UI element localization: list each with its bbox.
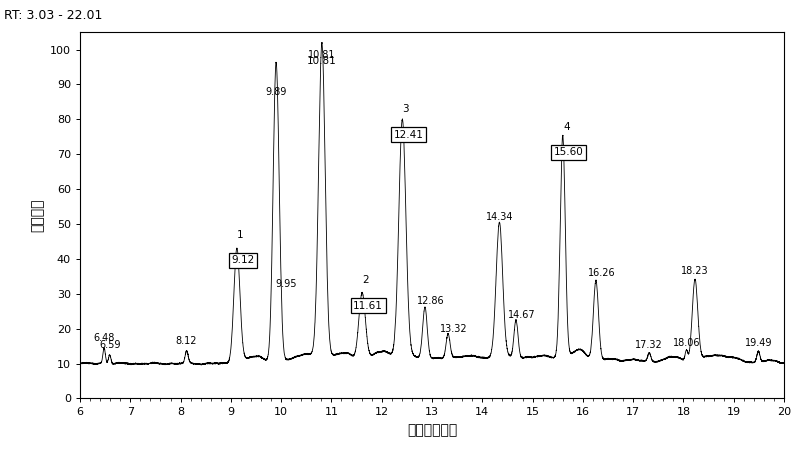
Text: 3: 3 <box>402 104 409 114</box>
Text: 15.60: 15.60 <box>554 147 584 157</box>
Text: 1: 1 <box>237 229 244 240</box>
Text: 13.32: 13.32 <box>440 324 468 334</box>
Text: 6.48: 6.48 <box>94 333 115 343</box>
Text: 9.89: 9.89 <box>265 87 286 97</box>
Text: 17.32: 17.32 <box>635 339 663 349</box>
Text: 12.41: 12.41 <box>394 130 423 140</box>
Text: 14.34: 14.34 <box>486 212 513 222</box>
Text: 16.26: 16.26 <box>588 268 616 278</box>
Y-axis label: 相对丰度: 相对丰度 <box>30 198 45 232</box>
Text: 18.23: 18.23 <box>681 266 709 276</box>
Text: 19.49: 19.49 <box>745 338 772 348</box>
Text: 6.59: 6.59 <box>99 339 121 349</box>
Text: 18.06: 18.06 <box>673 338 700 348</box>
Text: 10.81: 10.81 <box>308 50 336 60</box>
Text: 11.61: 11.61 <box>353 301 383 311</box>
Text: 4: 4 <box>563 121 570 131</box>
Text: 12.86: 12.86 <box>417 296 445 306</box>
Text: 14.67: 14.67 <box>508 310 536 320</box>
Text: RT: 3.03 - 22.01: RT: 3.03 - 22.01 <box>4 9 102 22</box>
Text: 2: 2 <box>362 275 369 285</box>
X-axis label: 时间（分钟）: 时间（分钟） <box>407 423 457 437</box>
Text: 9.12: 9.12 <box>231 256 254 265</box>
Text: 10.81: 10.81 <box>307 56 337 66</box>
Text: 9.95: 9.95 <box>275 278 297 289</box>
Text: 8.12: 8.12 <box>176 336 198 346</box>
